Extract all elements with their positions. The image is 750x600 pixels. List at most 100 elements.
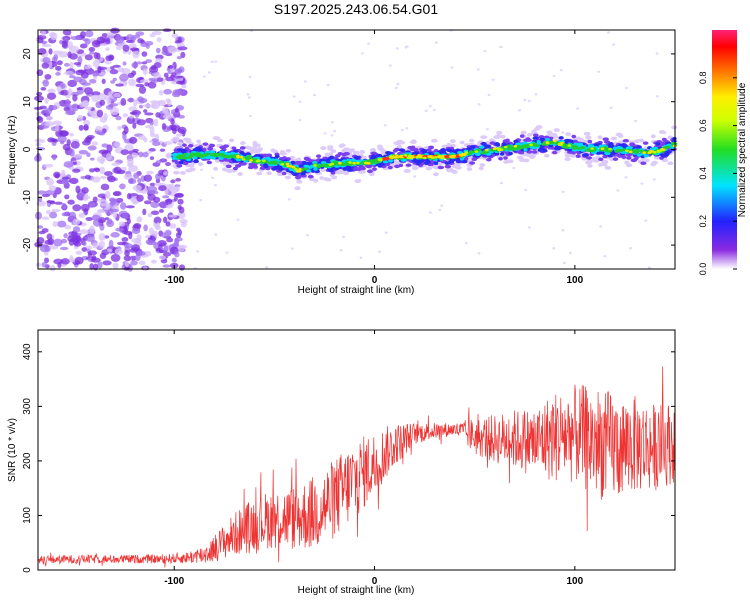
heatmap-cell <box>437 155 442 159</box>
heatmap-cell <box>84 106 93 110</box>
heatmap-cell <box>165 221 171 227</box>
heatmap-cell <box>607 143 615 148</box>
heatmap-cell <box>136 216 143 223</box>
heatmap-cell <box>145 59 153 63</box>
heatmap-cell <box>175 177 182 182</box>
heatmap-cell <box>446 148 453 152</box>
heatmap-cell <box>642 141 649 145</box>
heatmap-cell <box>96 198 106 202</box>
heatmap-cell <box>127 72 135 79</box>
heatmap-cell <box>139 79 149 84</box>
heatmap-cell <box>213 166 219 171</box>
heatmap-cell <box>469 161 476 165</box>
heatmap-cell <box>129 47 140 51</box>
heatmap-cell <box>284 175 292 180</box>
heatmap-cell <box>420 149 427 153</box>
heatmap-cell <box>395 154 399 158</box>
heatmap-cell <box>134 254 141 262</box>
heatmap-cell <box>78 212 86 218</box>
heatmap-cell <box>272 160 278 164</box>
heatmap-cell <box>437 165 445 170</box>
heatmap-cell <box>98 240 105 249</box>
heatmap-cell <box>541 148 548 153</box>
heatmap-cell <box>80 71 89 79</box>
heatmap-cell <box>89 51 95 55</box>
heatmap-cell <box>59 246 69 251</box>
heatmap-cell <box>246 93 250 96</box>
heatmap-cell <box>568 251 572 255</box>
heatmap-cell <box>287 198 291 201</box>
heatmap-cell <box>403 169 411 173</box>
heatmap-cell <box>63 161 74 168</box>
heatmap-cell <box>202 142 209 146</box>
heatmap-cell <box>128 115 135 119</box>
heatmap-cell <box>67 235 75 242</box>
heatmap-cell <box>93 51 99 59</box>
heatmap-cell <box>149 100 160 104</box>
heatmap-cell <box>210 60 214 64</box>
colorbar-tick-label: 0.4 <box>698 167 708 180</box>
heatmap-cell <box>88 46 96 52</box>
heatmap-cell <box>671 125 678 130</box>
heatmap-cell <box>506 147 513 151</box>
heatmap-cell <box>51 208 61 213</box>
heatmap-cell <box>194 147 202 152</box>
spectrogram-x-ticks: -100 0 100 <box>164 30 584 286</box>
heatmap-cell <box>486 157 492 162</box>
heatmap-cell <box>239 146 246 150</box>
heatmap-cell <box>246 155 253 159</box>
heatmap-cell <box>123 126 129 135</box>
heatmap-cell <box>168 124 177 130</box>
heatmap-cell <box>223 160 229 165</box>
heatmap-cell <box>517 150 525 155</box>
heatmap-cell <box>47 238 55 246</box>
heatmap-cell <box>342 235 346 239</box>
heatmap-cell <box>136 234 142 242</box>
heatmap-cell <box>170 179 176 184</box>
heatmap-cell <box>71 104 77 109</box>
heatmap-cell <box>127 50 132 55</box>
heatmap-cell <box>248 114 252 118</box>
heatmap-cell <box>110 27 120 34</box>
heatmap-cell <box>377 250 381 253</box>
heatmap-cell <box>61 179 69 185</box>
heatmap-cell <box>143 250 152 257</box>
heatmap-cell <box>128 78 136 87</box>
heatmap-cell <box>155 112 161 118</box>
heatmap-cell <box>341 152 348 157</box>
heatmap-cell <box>499 134 506 139</box>
heatmap-cell <box>158 185 167 192</box>
heatmap-cell <box>153 62 162 69</box>
heatmap-cell <box>62 143 71 151</box>
heatmap-cell <box>396 144 402 149</box>
heatmap-cell <box>97 93 107 101</box>
heatmap-cell <box>290 247 294 250</box>
heatmap-cell <box>296 160 303 165</box>
heatmap-cell <box>96 109 104 118</box>
heatmap-cell <box>564 157 572 162</box>
heatmap-cell <box>55 72 61 76</box>
heatmap-cell <box>95 125 103 132</box>
heatmap-cell <box>415 155 419 159</box>
heatmap-cell <box>98 209 105 213</box>
heatmap-cell <box>396 141 402 146</box>
y-tick-label: 0 <box>22 567 33 573</box>
heatmap-cell <box>441 144 448 149</box>
heatmap-cell <box>38 230 46 235</box>
heatmap-cell <box>328 163 333 167</box>
heatmap-cell <box>65 110 76 116</box>
heatmap-cell <box>385 150 392 155</box>
heatmap-cell <box>365 161 369 165</box>
heatmap-cell <box>395 47 399 50</box>
heatmap-cell <box>92 242 99 249</box>
heatmap-cell <box>425 166 433 171</box>
heatmap-cell <box>88 168 95 173</box>
heatmap-cell <box>112 191 121 197</box>
heatmap-cell <box>83 124 89 131</box>
heatmap-cell <box>177 126 187 134</box>
heatmap-cell <box>47 88 56 93</box>
heatmap-cell <box>369 148 377 153</box>
heatmap-cell <box>212 136 219 140</box>
heatmap-cell <box>174 161 180 165</box>
heatmap-cell <box>411 155 415 159</box>
